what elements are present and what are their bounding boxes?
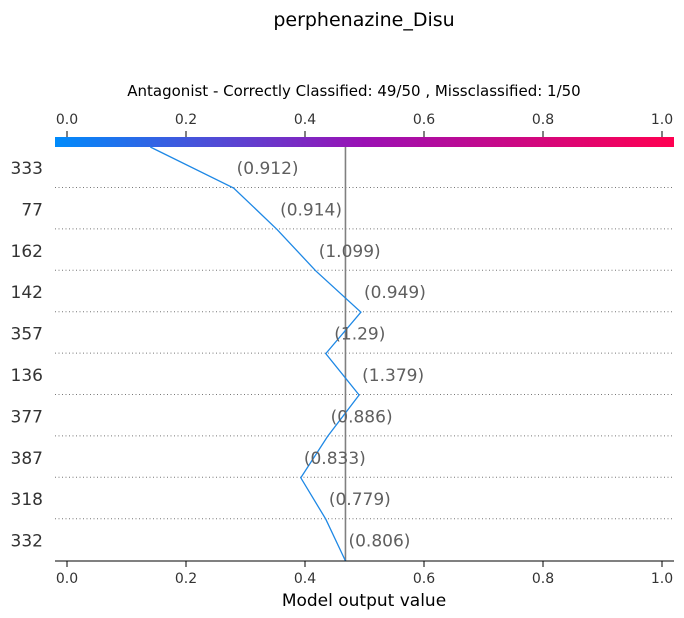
feature-label: 162 [11, 242, 43, 262]
feature-label: 377 [11, 407, 43, 427]
feature-label: 318 [11, 490, 43, 510]
feature-label: 136 [11, 366, 43, 386]
top-tick-label: 0.6 [413, 112, 435, 128]
row-gridlines [55, 187, 674, 520]
top-tick-label: 1.0 [651, 112, 673, 128]
feature-labels: 333 77 162 142 357 136 377 387 318 332 [11, 159, 43, 552]
top-tick-label: 0.8 [532, 112, 554, 128]
top-tick-label: 0.2 [175, 112, 197, 128]
row-annotation: (0.886) [331, 407, 393, 427]
row-annotation: (0.949) [364, 283, 426, 303]
row-annotation: (0.833) [304, 449, 366, 469]
row-annotations: (0.912) (0.914) (1.099) (0.949) (1.29) (1.379… [237, 159, 426, 552]
top-tick-label: 0.4 [294, 112, 316, 128]
row-annotation: (0.806) [348, 532, 410, 552]
row-annotation: (1.29) [334, 325, 385, 345]
feature-label: 77 [21, 200, 43, 220]
feature-label: 357 [11, 325, 43, 345]
bottom-axis: 0.0 0.2 0.4 0.6 0.8 1.0 [56, 561, 673, 587]
row-annotation: (1.379) [362, 366, 424, 386]
colorbar [55, 137, 674, 147]
top-tick-label: 0.0 [56, 112, 78, 128]
feature-label: 333 [11, 159, 43, 179]
feature-label: 332 [11, 532, 43, 552]
chart-subtitle: Antagonist - Correctly Classified: 49/50… [127, 82, 580, 100]
row-annotation: (0.912) [237, 159, 299, 179]
row-annotation: (0.914) [280, 200, 342, 220]
feature-label: 142 [11, 283, 43, 303]
bottom-tick-label: 0.8 [532, 571, 554, 587]
bottom-tick-label: 1.0 [651, 571, 673, 587]
x-axis-label: Model output value [282, 591, 446, 611]
chart-title: perphenazine_Disu [273, 9, 454, 31]
decision-path [150, 146, 362, 562]
bottom-tick-label: 0.4 [294, 571, 316, 587]
bottom-tick-label: 0.2 [175, 571, 197, 587]
row-annotation: (1.099) [319, 242, 381, 262]
bottom-tick-label: 0.0 [56, 571, 78, 587]
feature-label: 387 [11, 449, 43, 469]
top-axis: 0.0 0.2 0.4 0.6 0.8 1.0 [56, 112, 673, 137]
bottom-tick-label: 0.6 [413, 571, 435, 587]
row-annotation: (0.779) [329, 490, 391, 510]
